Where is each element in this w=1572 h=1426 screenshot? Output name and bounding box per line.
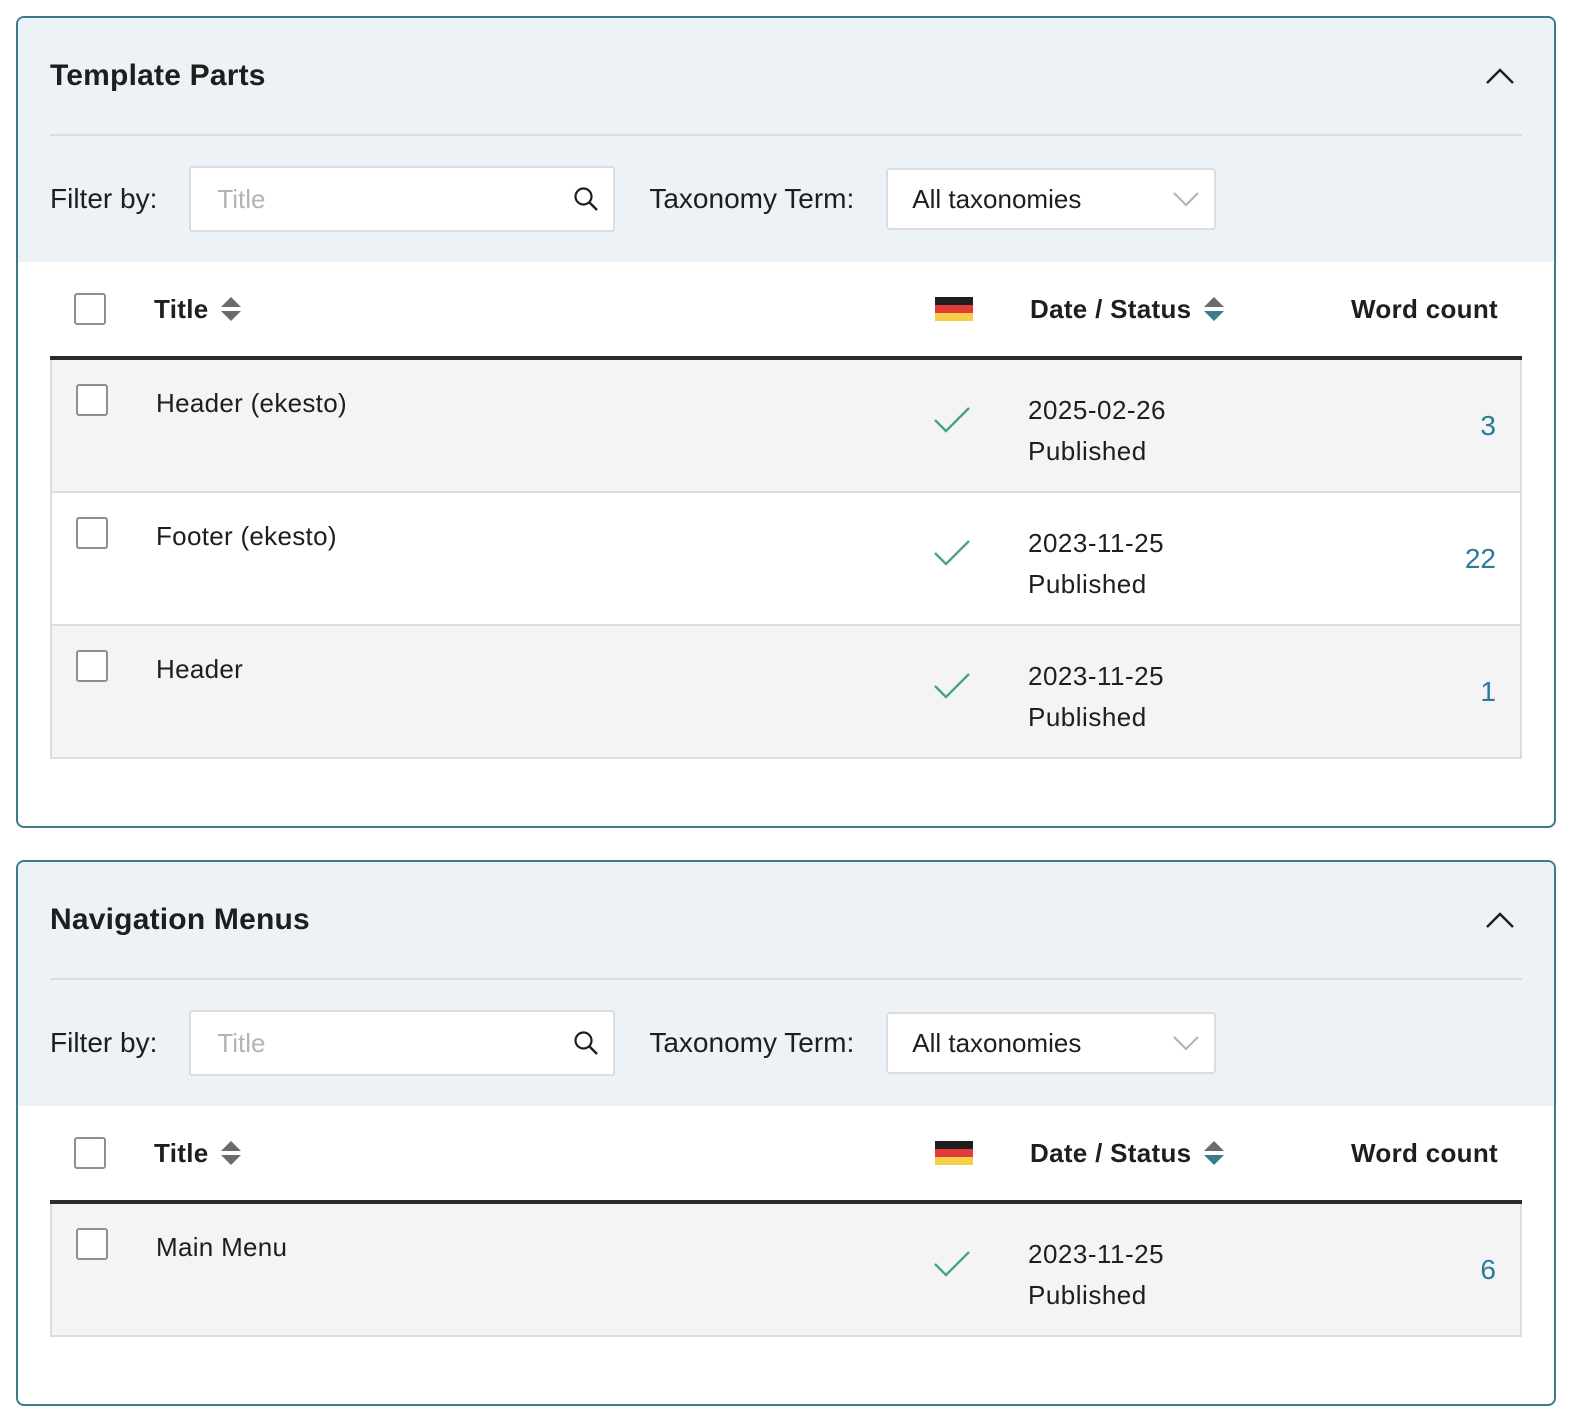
filter-by-label: Filter by: [50,1027,158,1058]
filter-bar: Filter by: Taxonomy Term: All taxonomies [50,980,1522,1106]
sort-icon[interactable] [220,1140,242,1166]
row-checkbox[interactable] [76,1228,108,1260]
title-search-input[interactable] [215,1026,574,1060]
column-title[interactable]: Title [154,1137,209,1168]
check-icon [934,407,970,433]
row-title[interactable]: Header [156,654,244,684]
table-row: Main Menu 2023-11-25 Published 6 [52,1204,1520,1337]
row-title[interactable]: Header (ekesto) [156,388,347,418]
table-header: Title Date / Status Word count [50,1106,1522,1204]
column-word-count: Word count [1351,293,1498,324]
check-icon [934,540,970,566]
check-icon [934,673,970,699]
german-flag-icon [935,1141,973,1165]
row-title[interactable]: Main Menu [156,1232,288,1262]
filter-by-label: Filter by: [50,183,158,214]
table-row: Header (ekesto) 2025-02-26 Published 3 [52,360,1520,493]
row-status: Published [1028,702,1147,732]
row-checkbox[interactable] [76,384,108,416]
sort-icon[interactable] [220,296,242,322]
panel-heading: Template Parts [50,18,1522,136]
title-search-box [189,1010,616,1076]
panel-header-area: Navigation Menus Filter by: Taxonomy Ter… [18,862,1554,1106]
search-icon[interactable] [573,1030,599,1056]
chevron-down-icon [1173,1036,1200,1051]
table-body: Main Menu 2023-11-25 Published 6 [50,1204,1522,1337]
collapse-button[interactable] [1478,898,1522,942]
items-table: Title Date / Status Word count [18,1106,1554,1401]
row-status: Published [1028,436,1147,466]
panel-header-area: Template Parts Filter by: Taxonomy Term:… [18,18,1554,262]
chevron-down-icon [1173,192,1200,207]
row-word-count: 1 [1480,676,1496,707]
taxonomy-select-value: All taxonomies [912,183,1082,214]
row-title[interactable]: Footer (ekesto) [156,521,337,551]
row-date: 2023-11-25 [1028,528,1165,558]
title-search-input[interactable] [215,182,574,216]
row-checkbox[interactable] [76,517,108,549]
row-word-count: 6 [1480,1254,1496,1285]
chevron-up-icon [1486,912,1514,928]
table-row: Header 2023-11-25 Published 1 [52,626,1520,759]
panel-title: Navigation Menus [50,903,310,936]
sort-icon[interactable] [1203,1140,1225,1166]
row-word-count: 3 [1480,410,1496,441]
search-icon[interactable] [573,186,599,212]
title-search-box [189,166,616,232]
panel-navigation-menus: Navigation Menus Filter by: Taxonomy Ter… [16,860,1556,1406]
table-row: Footer (ekesto) 2023-11-25 Published 22 [52,493,1520,626]
row-status: Published [1028,1280,1147,1310]
chevron-up-icon [1486,68,1514,84]
filter-bar: Filter by: Taxonomy Term: All taxonomies [50,136,1522,262]
items-table: Title Date / Status Word count [18,262,1554,823]
table-body: Header (ekesto) 2025-02-26 Published 3 F… [50,360,1522,759]
taxonomy-term-label: Taxonomy Term: [649,183,855,214]
taxonomy-select-value: All taxonomies [912,1027,1082,1058]
select-all-checkbox[interactable] [74,1137,106,1169]
row-checkbox[interactable] [76,650,108,682]
column-title[interactable]: Title [154,293,209,324]
table-header: Title Date / Status Word count [50,262,1522,360]
german-flag-icon [935,297,973,321]
row-date: 2023-11-25 [1028,1239,1165,1269]
taxonomy-select[interactable]: All taxonomies [886,168,1217,230]
panel-template-parts: Template Parts Filter by: Taxonomy Term:… [16,16,1556,828]
collapse-button[interactable] [1478,54,1522,98]
taxonomy-term-label: Taxonomy Term: [649,1027,855,1058]
column-word-count: Word count [1351,1137,1498,1168]
row-date: 2023-11-25 [1028,661,1165,691]
sort-icon[interactable] [1203,296,1225,322]
row-status: Published [1028,569,1147,599]
check-icon [934,1251,970,1277]
row-word-count: 22 [1464,543,1496,574]
column-date-status[interactable]: Date / Status [1030,1137,1192,1168]
row-date: 2025-02-26 [1028,395,1166,425]
taxonomy-select[interactable]: All taxonomies [886,1012,1217,1074]
select-all-checkbox[interactable] [74,293,106,325]
column-date-status[interactable]: Date / Status [1030,293,1192,324]
panel-heading: Navigation Menus [50,862,1522,980]
panel-title: Template Parts [50,59,266,92]
